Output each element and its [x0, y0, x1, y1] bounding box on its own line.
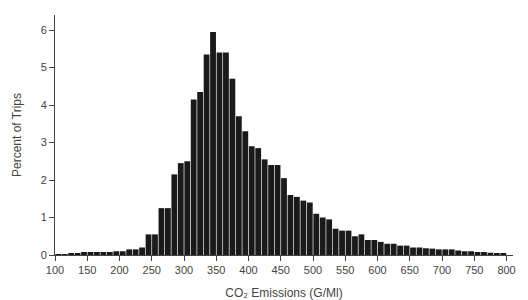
- svg-text:1: 1: [41, 211, 47, 223]
- svg-text:0: 0: [41, 249, 47, 261]
- svg-text:CO₂ Emissions (G/Ml): CO₂ Emissions (G/Ml): [225, 286, 342, 300]
- svg-text:800: 800: [497, 264, 515, 276]
- svg-text:500: 500: [304, 264, 322, 276]
- svg-text:350: 350: [207, 264, 225, 276]
- svg-text:4: 4: [41, 99, 47, 111]
- svg-text:150: 150: [78, 264, 96, 276]
- svg-text:3: 3: [41, 136, 47, 148]
- svg-text:5: 5: [41, 61, 47, 73]
- svg-text:750: 750: [465, 264, 483, 276]
- svg-text:2: 2: [41, 174, 47, 186]
- svg-text:200: 200: [110, 264, 128, 276]
- svg-text:650: 650: [401, 264, 419, 276]
- svg-text:300: 300: [175, 264, 193, 276]
- svg-text:550: 550: [336, 264, 354, 276]
- svg-text:100: 100: [46, 264, 64, 276]
- svg-text:6: 6: [41, 24, 47, 36]
- svg-text:Percent of Trips: Percent of Trips: [10, 93, 24, 177]
- svg-text:700: 700: [433, 264, 451, 276]
- svg-text:600: 600: [368, 264, 386, 276]
- svg-text:250: 250: [143, 264, 161, 276]
- svg-text:400: 400: [239, 264, 257, 276]
- svg-text:450: 450: [272, 264, 290, 276]
